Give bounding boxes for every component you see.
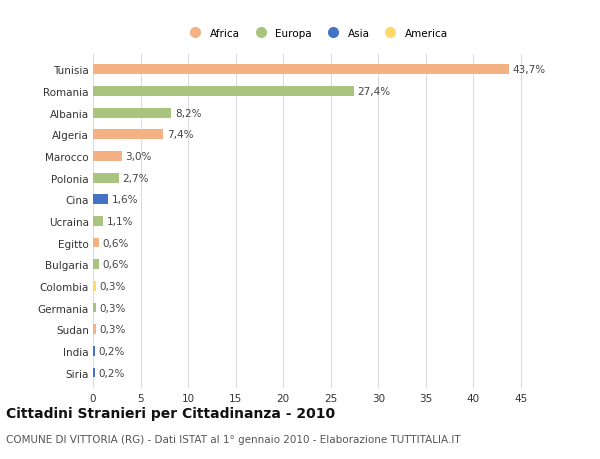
Text: 43,7%: 43,7% (512, 65, 545, 75)
Bar (93, 130, 163, 140)
Bar (93, 217, 103, 226)
Text: 0,6%: 0,6% (103, 238, 129, 248)
Bar (93, 238, 99, 248)
Text: 0,3%: 0,3% (100, 325, 126, 335)
Text: 1,1%: 1,1% (107, 217, 134, 226)
Bar (93, 109, 171, 118)
Bar (93, 368, 95, 378)
Bar (93, 174, 119, 183)
Text: COMUNE DI VITTORIA (RG) - Dati ISTAT al 1° gennaio 2010 - Elaborazione TUTTITALI: COMUNE DI VITTORIA (RG) - Dati ISTAT al … (6, 434, 461, 444)
Text: Cittadini Stranieri per Cittadinanza - 2010: Cittadini Stranieri per Cittadinanza - 2… (6, 406, 335, 420)
Legend: Africa, Europa, Asia, America: Africa, Europa, Asia, America (183, 27, 450, 41)
Text: 3,0%: 3,0% (125, 151, 152, 162)
Text: 8,2%: 8,2% (175, 108, 201, 118)
Bar (93, 195, 108, 205)
Bar (93, 281, 96, 291)
Bar (93, 260, 99, 269)
Bar (93, 325, 96, 334)
Text: 7,4%: 7,4% (167, 130, 194, 140)
Bar (93, 65, 509, 75)
Text: 0,2%: 0,2% (99, 368, 125, 378)
Text: 27,4%: 27,4% (358, 87, 391, 97)
Bar (93, 152, 122, 162)
Text: 0,3%: 0,3% (100, 303, 126, 313)
Text: 0,6%: 0,6% (103, 260, 129, 270)
Bar (93, 303, 96, 313)
Text: 0,2%: 0,2% (99, 346, 125, 356)
Text: 2,7%: 2,7% (122, 173, 149, 183)
Text: 0,3%: 0,3% (100, 281, 126, 291)
Bar (93, 346, 95, 356)
Bar (93, 87, 353, 97)
Text: 1,6%: 1,6% (112, 195, 139, 205)
